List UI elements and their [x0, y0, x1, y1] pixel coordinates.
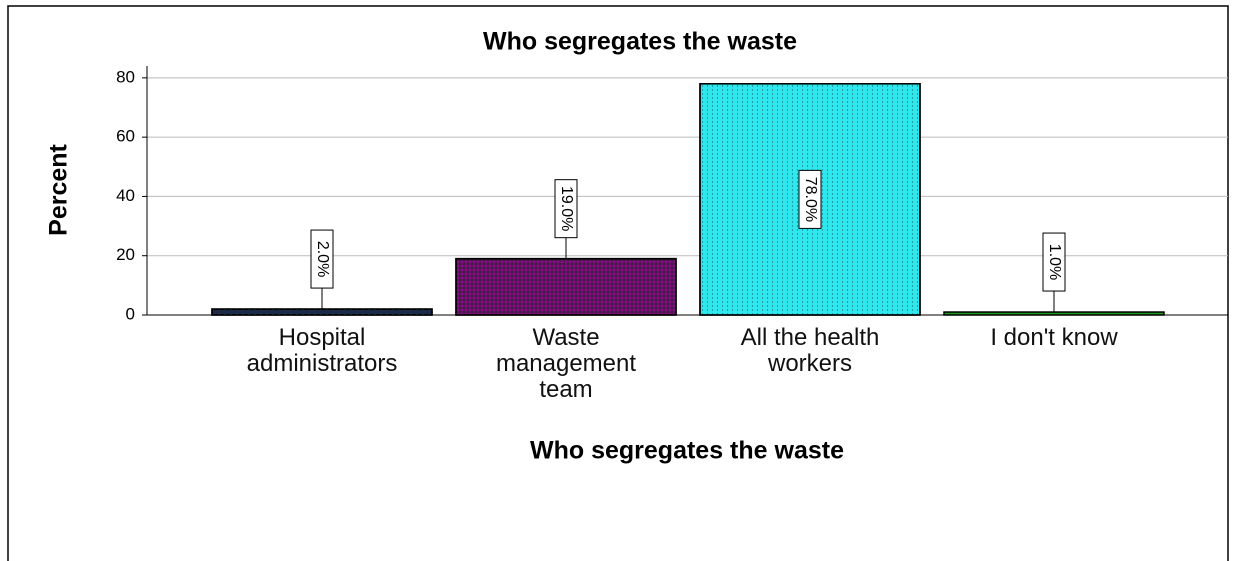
frame	[7, 5, 1229, 561]
y-tick-label: 0	[126, 304, 135, 323]
x-tick-label: I don't know	[990, 324, 1118, 351]
bar-pattern	[455, 257, 677, 316]
y-tick-label: 20	[116, 245, 135, 264]
value-label-box	[554, 179, 578, 239]
x-tick-label: Waste management team	[495, 324, 637, 403]
y-tick-label: 60	[116, 127, 135, 146]
y-tick-label: 80	[116, 67, 135, 86]
value-label-box	[1042, 232, 1066, 292]
x-tick-label: Hospital administrators	[246, 324, 398, 377]
value-label: 2.0%	[314, 241, 331, 277]
value-label: 1.0%	[1046, 244, 1063, 280]
value-label-box	[798, 169, 822, 229]
bar-pattern	[211, 308, 433, 316]
value-label-box	[310, 229, 334, 289]
value-label: 78.0%	[802, 177, 819, 222]
chart-title: Who segregates the waste	[483, 28, 797, 56]
y-axis-title: Percent	[45, 143, 73, 235]
x-axis-title: Who segregates the waste	[530, 437, 844, 465]
value-label: 19.0%	[558, 186, 575, 231]
y-tick-label: 40	[116, 186, 135, 205]
x-tick-label: All the health workers	[740, 324, 880, 377]
